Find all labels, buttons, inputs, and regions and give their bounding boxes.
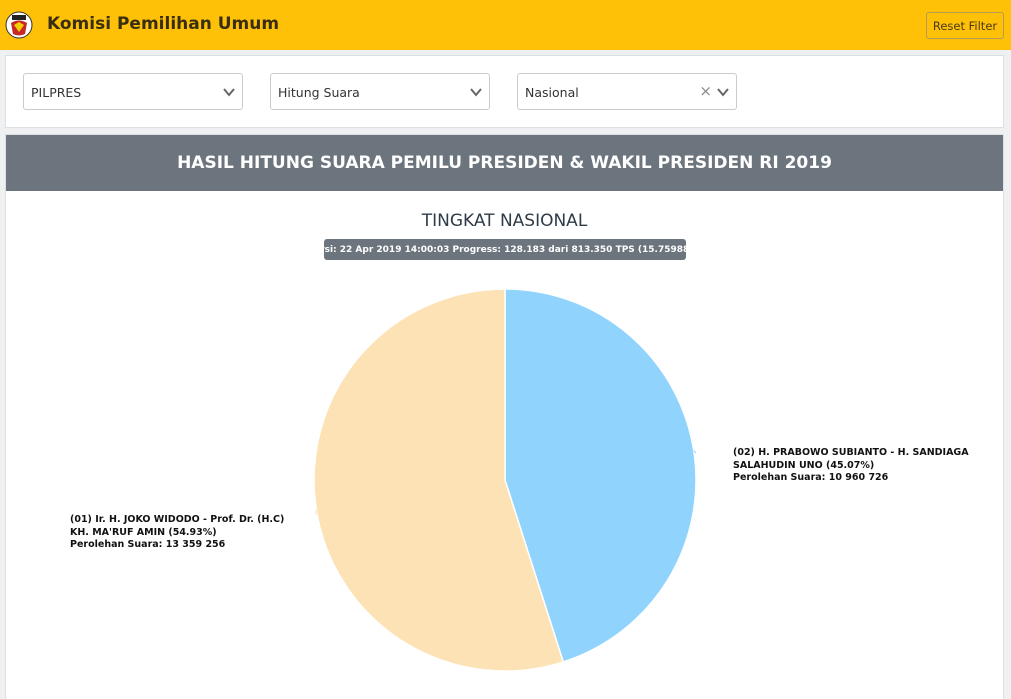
app-title: Komisi Pemilihan Umum: [47, 14, 280, 34]
pie-chart: [313, 288, 697, 672]
close-icon[interactable]: ×: [699, 82, 712, 100]
level-title: TINGKAT NASIONAL: [421, 211, 588, 231]
pie-slice-prabowo[interactable]: [504, 288, 697, 663]
region-value: Nasional: [525, 85, 579, 100]
chevron-down-icon: [223, 88, 235, 97]
results-heading: HASIL HITUNG SUARA PEMILU PRESIDEN & WAK…: [6, 135, 1003, 191]
results-card: HASIL HITUNG SUARA PEMILU PRESIDEN & WAK…: [5, 134, 1004, 699]
slice-label-jokowi: (01) Ir. H. JOKO WIDODO - Prof. Dr. (H.C…: [70, 514, 284, 552]
reset-filter-button[interactable]: Reset Filter: [926, 12, 1004, 39]
slice-label-line: SALAHUDIN UNO (45.07%): [733, 459, 875, 471]
slice-label-line: KH. MA'RUF AMIN (54.93%): [70, 526, 217, 538]
election-type-value: PILPRES: [31, 85, 82, 100]
chevron-down-icon: [470, 88, 482, 97]
app-header: Komisi Pemilihan Umum Reset Filter: [0, 0, 1011, 50]
count-mode-value: Hitung Suara: [278, 85, 360, 100]
slice-label-prabowo: (02) H. PRABOWO SUBIANTO - H. SANDIAGA S…: [733, 447, 969, 485]
slice-label-line: (01) Ir. H. JOKO WIDODO - Prof. Dr. (H.C…: [70, 514, 285, 525]
version-badge: Versi: 22 Apr 2019 14:00:03 Progress: 12…: [308, 239, 702, 260]
slice-label-line: Perolehan Suara: 13 359 256: [70, 539, 226, 550]
leader-line-prabowo: [693, 450, 697, 454]
kpu-logo-icon: [5, 11, 33, 39]
chevron-down-icon: [717, 88, 729, 97]
filter-panel: PILPRES Hitung Suara Nasional ×: [5, 55, 1004, 128]
election-type-select[interactable]: PILPRES: [23, 73, 243, 110]
count-mode-select[interactable]: Hitung Suara: [270, 73, 490, 110]
slice-label-line: (02) H. PRABOWO SUBIANTO - H. SANDIAGA: [733, 447, 969, 458]
slice-label-line: Perolehan Suara: 10 960 726: [733, 472, 889, 483]
region-select[interactable]: Nasional ×: [517, 73, 737, 110]
